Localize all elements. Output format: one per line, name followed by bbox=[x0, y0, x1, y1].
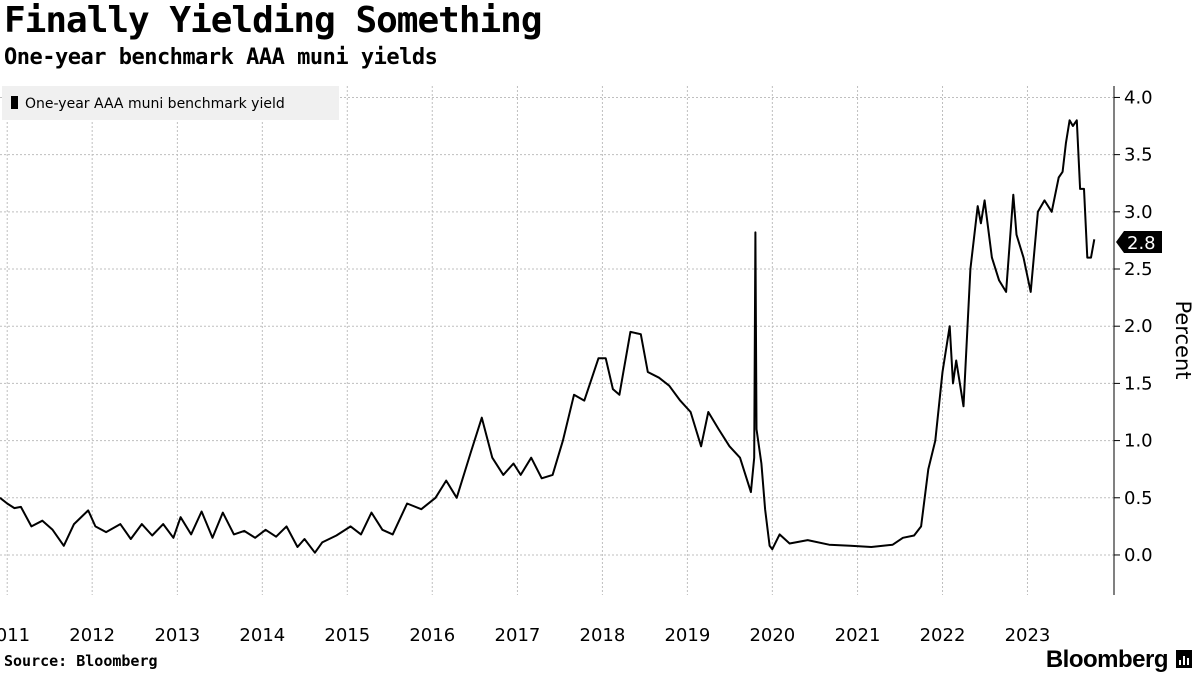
x-tick-label: 2016 bbox=[409, 625, 455, 646]
x-tick-label: 2022 bbox=[920, 625, 966, 646]
x-tick-label: 2019 bbox=[664, 625, 710, 646]
x-tick-label: 2011 bbox=[0, 625, 30, 646]
y-tick-label: 0.5 bbox=[1124, 488, 1153, 509]
legend-swatch bbox=[11, 96, 18, 109]
end-value-badge bbox=[1116, 231, 1162, 253]
source-note: Source: Bloomberg bbox=[4, 652, 158, 670]
y-axis-label: Percent bbox=[1171, 300, 1195, 379]
y-tick-label: 1.0 bbox=[1124, 431, 1153, 452]
y-tick-label: 3.5 bbox=[1124, 145, 1153, 166]
x-axis-ticks: 2011 2012 2013 2014 2015 2016 2017 2018 2019 2020… bbox=[0, 625, 1050, 646]
x-tick-label: 2020 bbox=[749, 625, 795, 646]
y-axis: 0.0 0.5 1.0 1.5 2.0 2.5 3.0 3.5 4.0 bbox=[1113, 86, 1153, 595]
chart-subtitle: One-year benchmark AAA muni yields bbox=[4, 45, 438, 70]
series-layer bbox=[0, 119, 1096, 554]
y-tick-label: 4.0 bbox=[1124, 87, 1153, 108]
legend-label: One-year AAA muni benchmark yield bbox=[25, 96, 285, 112]
y-tick-label: 2.0 bbox=[1124, 316, 1153, 337]
bloomberg-logo: Bloomberg bbox=[1045, 646, 1169, 673]
y-tick-label: 0.0 bbox=[1124, 545, 1153, 566]
y-tick-label: 3.0 bbox=[1124, 202, 1153, 223]
bloomberg-bar-icon bbox=[1176, 650, 1192, 668]
x-tick-label: 2023 bbox=[1005, 625, 1051, 646]
grid-lines bbox=[0, 86, 1114, 595]
y-tick-label: 2.5 bbox=[1124, 259, 1153, 280]
x-tick-label: 2012 bbox=[69, 625, 115, 646]
x-tick-label: 2013 bbox=[154, 625, 200, 646]
series-line bbox=[0, 119, 1096, 554]
chart-title: Finally Yielding Something bbox=[4, 0, 543, 41]
x-tick-label: 2014 bbox=[239, 625, 285, 646]
legend-background bbox=[2, 86, 339, 120]
x-tick-label: 2017 bbox=[495, 625, 541, 646]
legend: One-year AAA muni benchmark yield bbox=[2, 86, 339, 120]
x-tick-label: 2015 bbox=[324, 625, 370, 646]
end-value-text: 2.8 bbox=[1127, 233, 1156, 254]
end-value-label: 2.8 bbox=[1116, 231, 1162, 254]
x-tick-label: 2018 bbox=[580, 625, 626, 646]
y-tick-label: 1.5 bbox=[1124, 373, 1153, 394]
x-tick-label: 2021 bbox=[835, 625, 881, 646]
